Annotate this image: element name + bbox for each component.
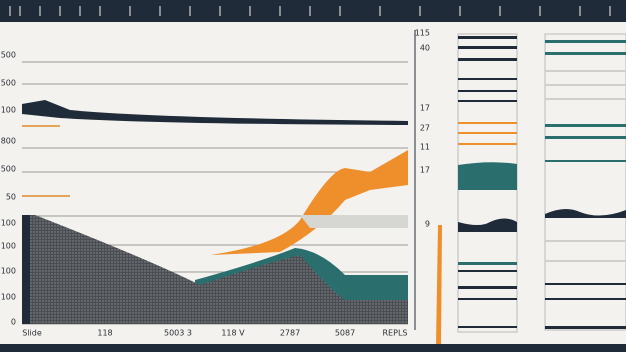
bottom-bar — [0, 344, 626, 352]
label: 5003 3 — [164, 329, 192, 338]
label: 50 — [6, 193, 16, 202]
gray-band — [300, 215, 408, 228]
label: 100 — [1, 267, 16, 276]
label: 17 — [420, 166, 430, 175]
label: 118 V — [221, 329, 245, 338]
label: 0 — [11, 318, 16, 327]
right-panel-b — [544, 33, 626, 331]
label: 118 — [97, 329, 112, 338]
orange-spike — [436, 225, 442, 345]
top-bar-ticks — [9, 6, 611, 16]
label: 500 — [1, 79, 16, 88]
label: REPLS — [383, 329, 408, 338]
labels: 500 500 100 800 500 50 100 100 100 100 0 115 40 17 27 1… — [1, 29, 430, 338]
orange-area — [210, 150, 408, 255]
label: 100 — [1, 242, 16, 251]
label: 500 — [1, 165, 16, 174]
hatched-hill — [22, 215, 408, 324]
label: 2787 — [280, 329, 300, 338]
right-panel-a — [457, 33, 518, 333]
label: 27 — [420, 124, 430, 133]
top-bar — [0, 0, 626, 22]
label: 9 — [425, 220, 430, 229]
label: 100 — [1, 106, 16, 115]
label: 800 — [1, 137, 16, 146]
label: 100 — [1, 293, 16, 302]
label: 5087 — [335, 329, 355, 338]
dark-band — [22, 100, 408, 125]
label: 500 — [1, 51, 16, 60]
dark-bar — [22, 215, 30, 324]
label: 40 — [420, 44, 430, 53]
label: 115 — [415, 29, 430, 38]
label: 17 — [420, 104, 430, 113]
label: 100 — [1, 219, 16, 228]
label: Slide — [22, 329, 42, 338]
label: 11 — [420, 143, 430, 152]
